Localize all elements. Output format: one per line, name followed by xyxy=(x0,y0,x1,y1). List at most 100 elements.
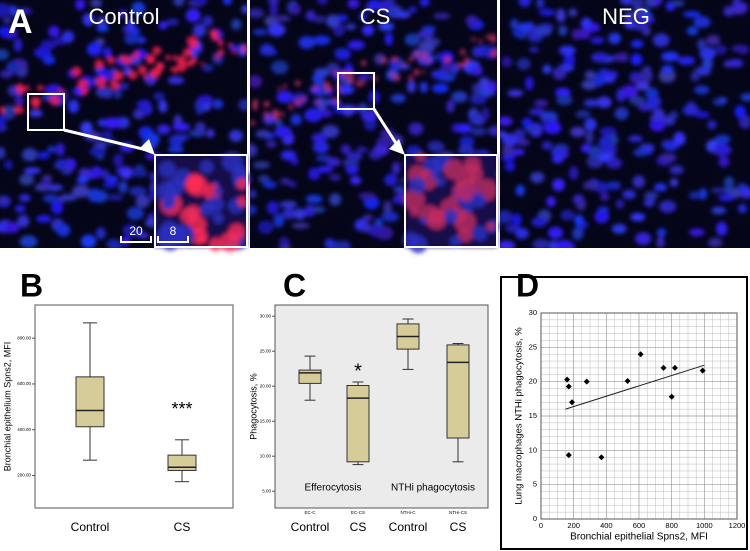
stain xyxy=(33,102,40,109)
nucleus xyxy=(2,105,18,117)
nucleus xyxy=(718,194,735,201)
nucleus xyxy=(56,142,65,156)
stain xyxy=(450,194,458,202)
nucleus xyxy=(192,0,208,5)
nucleus xyxy=(502,144,513,157)
nucleus xyxy=(556,8,566,23)
nucleus xyxy=(364,118,377,131)
nucleus xyxy=(271,60,289,75)
nucleus xyxy=(722,187,733,195)
nucleus xyxy=(699,46,716,61)
stain xyxy=(173,224,195,246)
nucleus xyxy=(274,125,292,138)
nucleus xyxy=(540,111,558,123)
nucleus xyxy=(118,9,127,19)
box xyxy=(298,369,322,384)
nucleus xyxy=(641,7,651,19)
nucleus xyxy=(472,90,481,99)
nucleus xyxy=(362,24,375,36)
stain xyxy=(182,47,193,58)
stain xyxy=(449,235,462,247)
stain xyxy=(362,80,366,85)
nucleus xyxy=(521,117,533,128)
y-tick-label: 10 xyxy=(529,445,537,454)
inset-box xyxy=(337,72,375,110)
stain xyxy=(492,49,497,56)
nucleus xyxy=(250,189,257,199)
nucleus xyxy=(258,175,270,184)
nucleus xyxy=(113,87,123,99)
y-tick-label: 20.00 xyxy=(260,383,272,388)
nucleus xyxy=(253,161,270,169)
nucleus xyxy=(290,113,302,126)
nucleus xyxy=(600,192,610,201)
nucleus xyxy=(298,36,316,49)
nucleus xyxy=(222,0,233,5)
nucleus xyxy=(268,0,279,6)
nucleus xyxy=(257,220,274,234)
nucleus xyxy=(384,173,398,187)
nucleus xyxy=(456,123,472,134)
nucleus xyxy=(738,204,747,214)
nucleus xyxy=(518,0,531,7)
nucleus xyxy=(734,105,746,119)
nucleus xyxy=(17,7,32,16)
nucleus xyxy=(4,159,13,170)
nucleus xyxy=(9,5,19,17)
nucleus xyxy=(697,38,707,51)
stain xyxy=(403,189,425,211)
nucleus xyxy=(404,33,421,46)
nucleus xyxy=(500,240,516,248)
nucleus xyxy=(710,187,727,194)
nucleus xyxy=(630,0,644,8)
nucleus xyxy=(534,99,549,108)
arrow-head xyxy=(139,139,155,155)
nucleus xyxy=(0,48,9,61)
nucleus xyxy=(136,36,147,44)
inset-border xyxy=(404,154,498,248)
stain xyxy=(491,33,496,37)
group-label: CS xyxy=(450,520,467,534)
stain xyxy=(294,80,301,87)
nucleus xyxy=(556,95,573,106)
nucleus xyxy=(718,155,730,168)
nucleus xyxy=(431,83,449,93)
nucleus xyxy=(515,184,525,197)
y-tick-label: 0 xyxy=(533,514,537,523)
point xyxy=(624,377,631,384)
nucleus xyxy=(250,75,263,88)
nucleus xyxy=(36,214,52,223)
nucleus xyxy=(78,167,92,178)
stain xyxy=(215,54,220,59)
nucleus xyxy=(552,178,565,192)
nucleus xyxy=(192,23,206,38)
point xyxy=(564,376,571,383)
x-tick-label: NTHi-C xyxy=(401,510,417,515)
stain xyxy=(443,159,464,180)
stain xyxy=(218,48,225,55)
nucleus xyxy=(657,228,667,237)
stain xyxy=(250,120,256,126)
stain xyxy=(409,176,427,194)
stain xyxy=(277,87,281,91)
nucleus xyxy=(18,194,31,202)
nucleus xyxy=(555,87,571,98)
nucleus xyxy=(22,148,38,162)
nucleus xyxy=(614,107,629,120)
stain xyxy=(402,62,407,67)
nucleus xyxy=(329,193,342,206)
nucleus xyxy=(428,142,446,153)
nucleus xyxy=(317,0,328,5)
nucleus xyxy=(241,5,247,14)
micrograph xyxy=(500,0,750,248)
box xyxy=(346,385,370,463)
nucleus xyxy=(19,173,35,186)
nucleus xyxy=(724,176,735,189)
panel-frame xyxy=(500,276,748,550)
nucleus xyxy=(669,178,679,187)
image-title: CS xyxy=(360,4,391,29)
nucleus xyxy=(56,159,70,167)
stain xyxy=(444,56,451,64)
stain xyxy=(347,77,355,84)
nucleus xyxy=(391,161,401,175)
